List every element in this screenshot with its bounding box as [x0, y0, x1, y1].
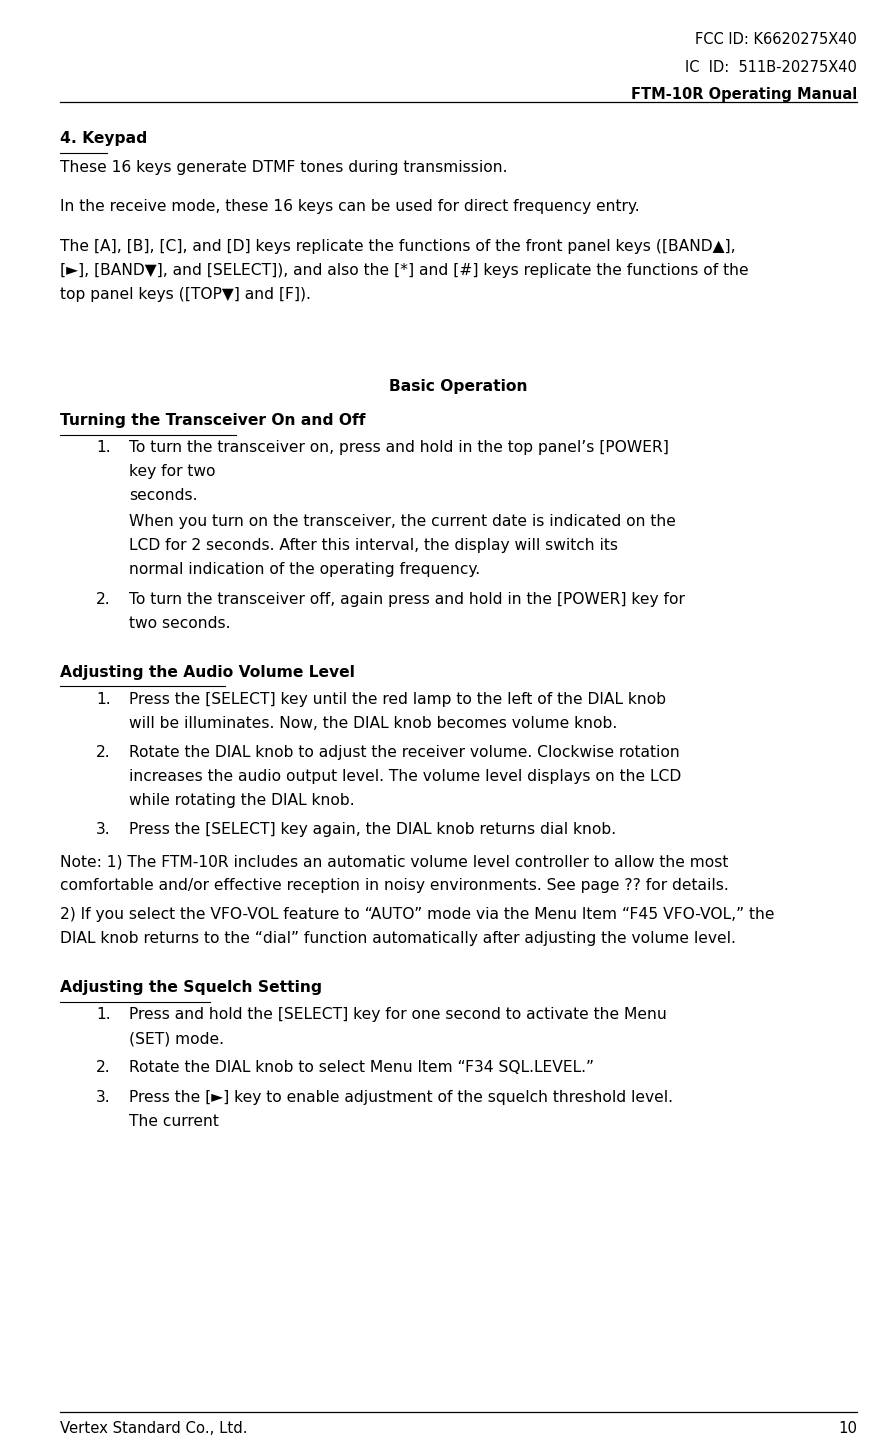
Text: Press and hold the [SELECT] key for one second to activate the Menu: Press and hold the [SELECT] key for one …	[129, 1008, 667, 1022]
Text: 4. Keypad: 4. Keypad	[60, 131, 147, 146]
Text: When you turn on the transceiver, the current date is indicated on the: When you turn on the transceiver, the cu…	[129, 514, 676, 530]
Text: Rotate the DIAL knob to select Menu Item “F34 SQL.LEVEL.”: Rotate the DIAL knob to select Menu Item…	[129, 1060, 594, 1076]
Text: 2.: 2.	[96, 744, 110, 760]
Text: two seconds.: two seconds.	[129, 616, 230, 630]
Text: Vertex Standard Co., Ltd.: Vertex Standard Co., Ltd.	[60, 1421, 248, 1436]
Text: To turn the transceiver on, press and hold in the top panel’s [POWER]: To turn the transceiver on, press and ho…	[129, 440, 669, 456]
Text: Turning the Transceiver On and Off: Turning the Transceiver On and Off	[60, 414, 366, 428]
Text: 3.: 3.	[96, 821, 110, 837]
Text: top panel keys ([TOP▼] and [F]).: top panel keys ([TOP▼] and [F]).	[60, 287, 312, 301]
Text: Press the [SELECT] key again, the DIAL knob returns dial knob.: Press the [SELECT] key again, the DIAL k…	[129, 821, 616, 837]
Text: 1.: 1.	[96, 1008, 110, 1022]
Text: Rotate the DIAL knob to adjust the receiver volume. Clockwise rotation: Rotate the DIAL knob to adjust the recei…	[129, 744, 679, 760]
Text: Press the [SELECT] key until the red lamp to the left of the DIAL knob: Press the [SELECT] key until the red lam…	[129, 692, 666, 706]
Text: 10: 10	[838, 1421, 857, 1436]
Text: 1.: 1.	[96, 440, 110, 456]
Text: FCC ID: K6620275X40: FCC ID: K6620275X40	[695, 32, 857, 47]
Text: 2.: 2.	[96, 1060, 110, 1076]
Text: Note: 1) The FTM-10R includes an automatic volume level controller to allow the : Note: 1) The FTM-10R includes an automat…	[60, 855, 729, 869]
Text: Press the [►] key to enable adjustment of the squelch threshold level.: Press the [►] key to enable adjustment o…	[129, 1089, 673, 1105]
Text: The [A], [B], [C], and [D] keys replicate the functions of the front panel keys : The [A], [B], [C], and [D] keys replicat…	[60, 239, 736, 253]
Text: Adjusting the Audio Volume Level: Adjusting the Audio Volume Level	[60, 664, 355, 680]
Text: To turn the transceiver off, again press and hold in the [POWER] key for: To turn the transceiver off, again press…	[129, 591, 685, 607]
Text: FTM-10R Operating Manual: FTM-10R Operating Manual	[630, 87, 857, 102]
Text: These 16 keys generate DTMF tones during transmission.: These 16 keys generate DTMF tones during…	[60, 160, 508, 175]
Text: 3.: 3.	[96, 1089, 110, 1105]
Text: normal indication of the operating frequency.: normal indication of the operating frequ…	[129, 562, 480, 578]
Text: LCD for 2 seconds. After this interval, the display will switch its: LCD for 2 seconds. After this interval, …	[129, 539, 618, 553]
Text: (SET) mode.: (SET) mode.	[129, 1031, 224, 1047]
Text: increases the audio output level. The volume level displays on the LCD: increases the audio output level. The vo…	[129, 769, 681, 783]
Text: 2.: 2.	[96, 591, 110, 607]
Text: 2) If you select the VFO-VOL feature to “AUTO” mode via the Menu Item “F45 VFO-V: 2) If you select the VFO-VOL feature to …	[60, 907, 775, 922]
Text: seconds.: seconds.	[129, 488, 197, 504]
Text: DIAL knob returns to the “dial” function automatically after adjusting the volum: DIAL knob returns to the “dial” function…	[60, 932, 736, 946]
Text: [►], [BAND▼], and [SELECT]), and also the [*] and [#] keys replicate the functio: [►], [BAND▼], and [SELECT]), and also th…	[60, 262, 749, 278]
Text: Basic Operation: Basic Operation	[390, 379, 527, 395]
Text: will be illuminates. Now, the DIAL knob becomes volume knob.: will be illuminates. Now, the DIAL knob …	[129, 715, 617, 731]
Text: while rotating the DIAL knob.: while rotating the DIAL knob.	[129, 792, 354, 808]
Text: key for two: key for two	[129, 464, 215, 479]
Text: 1.: 1.	[96, 692, 110, 706]
Text: comfortable and/or effective reception in noisy environments. See page ?? for de: comfortable and/or effective reception i…	[60, 878, 729, 893]
Text: The current: The current	[129, 1114, 218, 1128]
Text: In the receive mode, these 16 keys can be used for direct frequency entry.: In the receive mode, these 16 keys can b…	[60, 199, 640, 214]
Text: Adjusting the Squelch Setting: Adjusting the Squelch Setting	[60, 980, 322, 996]
Text: IC  ID:  511B-20275X40: IC ID: 511B-20275X40	[685, 60, 857, 74]
